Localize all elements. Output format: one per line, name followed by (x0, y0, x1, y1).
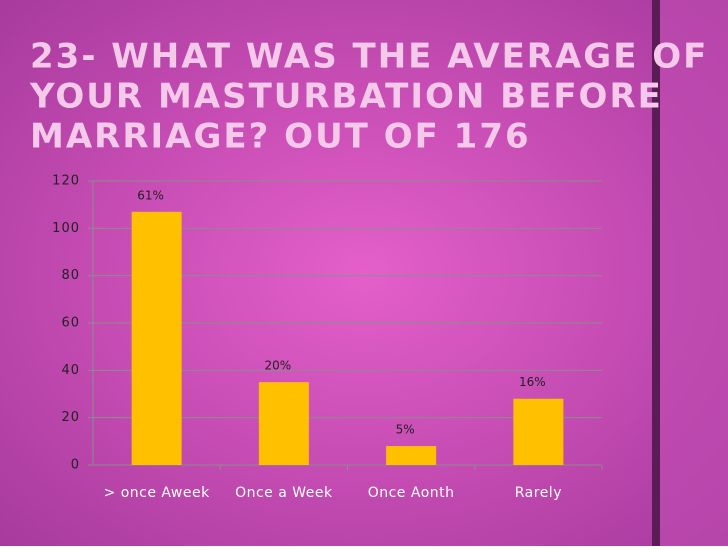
title-line: MARRIAGE? OUT OF 176 (30, 117, 531, 157)
x-tick-label: > once Aweek (104, 485, 211, 501)
value-label: 20% (265, 359, 292, 373)
side-panel (660, 0, 728, 546)
side-stripe (652, 0, 660, 546)
x-tick-label: Rarely (515, 485, 562, 501)
y-tick-label: 20 (61, 410, 80, 425)
x-tick-label: Once Aonth (368, 485, 455, 501)
bar (131, 211, 182, 465)
value-label: 16% (519, 375, 546, 389)
bar (386, 446, 437, 465)
bar (513, 398, 564, 465)
y-tick-label: 60 (61, 316, 80, 331)
bar (258, 382, 309, 465)
value-label: 61% (137, 188, 164, 202)
title-line: YOUR MASTURBATION BEFORE (29, 77, 663, 117)
title-line: 23- WHAT WAS THE AVERAGE OF (30, 37, 708, 77)
y-tick-label: 40 (61, 363, 80, 378)
x-tick-label: Once a Week (235, 485, 333, 501)
y-tick-label: 100 (52, 221, 80, 236)
value-label: 5% (396, 423, 415, 437)
y-tick-label: 120 (52, 174, 80, 189)
y-tick-label: 0 (71, 458, 80, 473)
y-tick-label: 80 (61, 268, 80, 283)
